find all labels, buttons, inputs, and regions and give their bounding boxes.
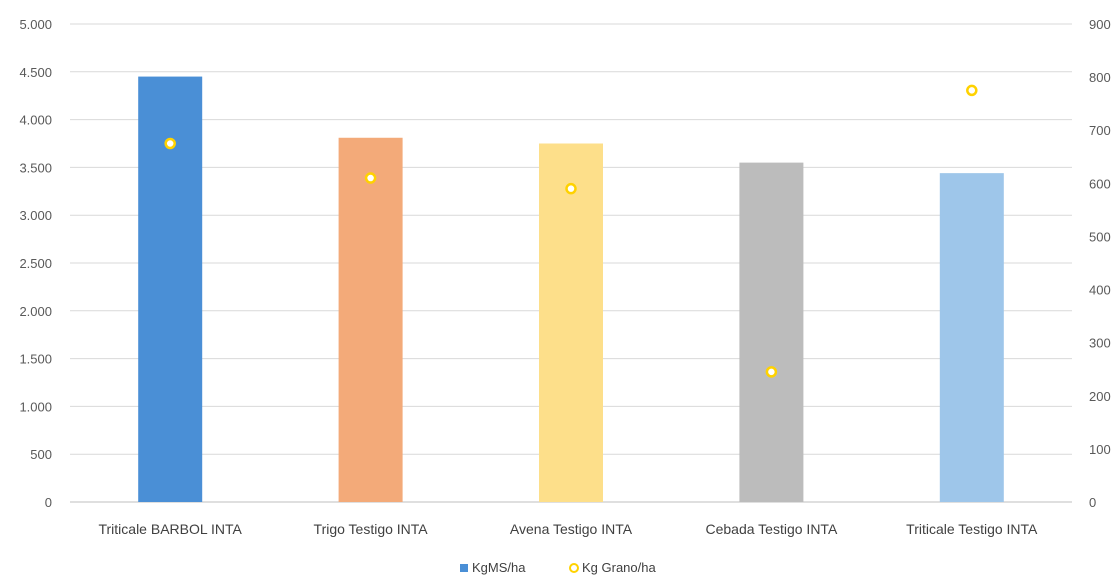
y2-tick-label: 300	[1089, 336, 1111, 351]
x-tick-label: Avena Testigo INTA	[510, 521, 633, 537]
y-tick-label: 2.500	[19, 256, 52, 271]
x-tick-label: Trigo Testigo INTA	[314, 521, 429, 537]
y2-tick-label: 800	[1089, 70, 1111, 85]
y2-tick-label: 700	[1089, 123, 1111, 138]
y2-tick-label: 200	[1089, 389, 1111, 404]
category-axis-labels: Triticale BARBOL INTA Trigo Testigo INTA A…	[98, 521, 1038, 537]
bar	[939, 173, 1004, 503]
legend-swatch-kgms	[460, 564, 468, 572]
bar	[539, 143, 603, 502]
legend-marker-kg-grano	[569, 563, 579, 573]
y2-tick-label: 400	[1089, 283, 1111, 298]
scatter-point	[364, 172, 377, 184]
y-tick-label: 1.000	[19, 399, 52, 414]
y-tick-label: 3.000	[19, 208, 52, 223]
y-tick-label: 4.000	[19, 113, 52, 128]
scatter-point	[966, 84, 978, 97]
y-tick-label: 5.000	[19, 17, 52, 32]
y-tick-label: 500	[30, 447, 52, 462]
bar	[338, 137, 403, 502]
y2-tick-label: 0	[1089, 495, 1096, 510]
y-tick-label: 2.000	[19, 304, 52, 319]
scatter-point	[565, 182, 577, 195]
y2-tick-label: 500	[1089, 229, 1111, 244]
y2-tick-label: 100	[1089, 442, 1111, 457]
legend-label-kgms: KgMS/ha	[472, 560, 526, 575]
y-tick-label: 4.500	[19, 65, 52, 80]
y-tick-label: 1.500	[19, 352, 52, 367]
x-tick-label: Cebada Testigo INTA	[706, 521, 838, 537]
legend-label-kg-grano: Kg Grano/ha	[582, 560, 656, 575]
x-tick-label: Triticale BARBOL INTA	[98, 521, 242, 537]
y-tick-label: 3.500	[19, 160, 52, 175]
bar-series	[138, 76, 1004, 503]
y2-tick-label: 900	[1089, 17, 1111, 32]
legend: KgMS/ha Kg Grano/ha	[460, 560, 656, 575]
x-tick-label: Triticale Testigo INTA	[906, 521, 1038, 537]
scatter-series	[164, 84, 978, 378]
y-tick-label: 0	[45, 495, 52, 510]
y2-tick-label: 600	[1089, 176, 1111, 191]
right-axis-ticks: 0 100 200 300 400 500 600 700 800 900	[1089, 17, 1111, 510]
left-axis-ticks: 0 500 1.000 1.500 2.000 2.500 3.000 3.500 4.000 4…	[19, 17, 52, 510]
bar	[739, 162, 804, 502]
scatter-point	[765, 366, 778, 378]
scatter-point	[164, 137, 176, 150]
